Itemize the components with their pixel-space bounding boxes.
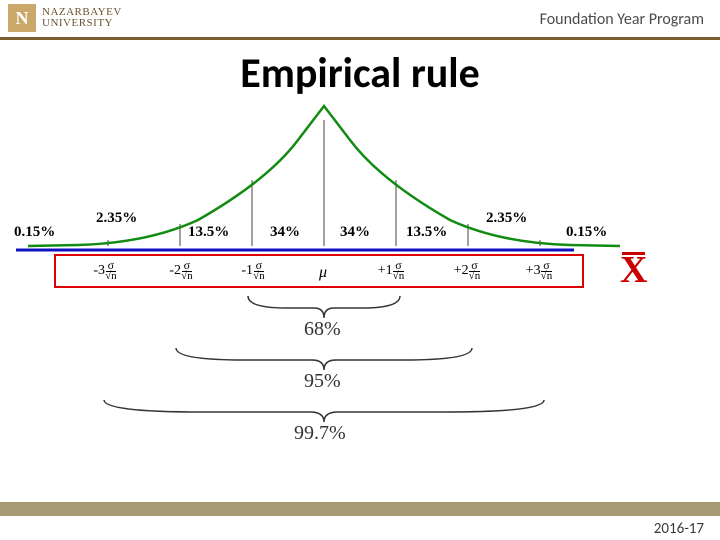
pct-plus3: 0.15% [566,224,607,241]
logo-bottom: UNIVERSITY [42,18,122,29]
pct-plus2: 2.35% [486,210,527,227]
tick-minus1: -1σ√n [218,260,288,282]
tick-plus2: +2σ√n [432,260,502,282]
pct-minus2: 2.35% [96,210,137,227]
logo: N NAZARBAYEV UNIVERSITY [8,4,122,32]
bell-curve [8,100,712,270]
pct-minus3: 0.15% [14,224,55,241]
empirical-rule-diagram: 0.15% 2.35% 13.5% 34% 34% 13.5% 2.35% 0.… [8,100,712,490]
header-bar: N NAZARBAYEV UNIVERSITY Foundation Year … [0,0,720,40]
logo-text: NAZARBAYEV UNIVERSITY [42,7,122,29]
tick-mu: μ [288,264,358,282]
logo-mark: N [8,4,36,32]
tick-plus3: +3σ√n [504,260,574,282]
axis-label-box: -3σ√n -2σ√n -1σ√n μ +1σ√n +2σ√n +3σ√n [54,254,584,288]
pct-minus1: 13.5% [188,224,229,241]
pct-left34: 34% [270,224,300,241]
range-997: 99.7% [294,422,346,445]
tick-minus2: -2σ√n [146,260,216,282]
footer-bar [0,502,720,516]
range-68: 68% [304,318,341,341]
pct-plus1: 13.5% [406,224,447,241]
pct-right34: 34% [340,224,370,241]
program-label: Foundation Year Program [540,10,704,29]
range-95: 95% [304,370,341,393]
tick-plus1: +1σ√n [356,260,426,282]
tick-minus3: -3σ√n [70,260,140,282]
footer-year: 2016-17 [654,520,704,538]
page-title: Empirical rule [0,48,720,99]
x-bar-symbol: X [620,248,647,292]
